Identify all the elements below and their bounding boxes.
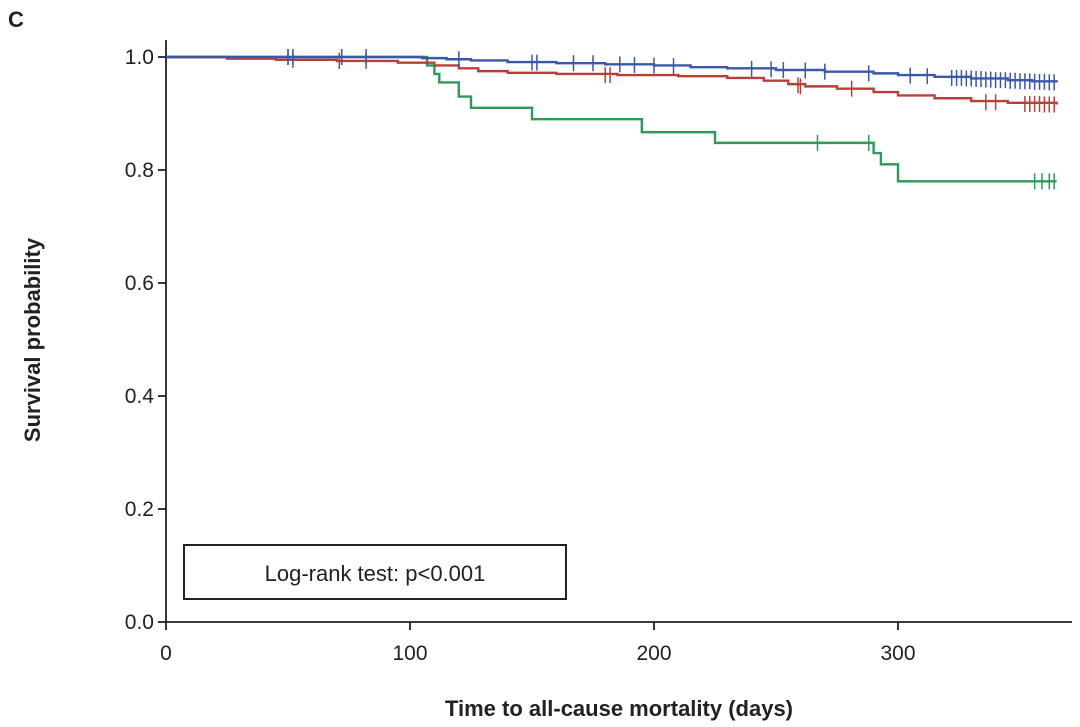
y-tick-label: 0.6 xyxy=(125,272,154,295)
y-tick-label: 0.0 xyxy=(125,611,154,634)
x-tick-label: 300 xyxy=(880,642,915,665)
x-axis-title: Time to all-cause mortality (days) xyxy=(445,696,793,721)
y-axis-title: Survival probability xyxy=(20,237,45,442)
y-tick-label: 0.8 xyxy=(125,159,154,182)
x-tick-label: 0 xyxy=(160,642,172,665)
axes xyxy=(165,40,1072,623)
x-tick-label: 200 xyxy=(636,642,671,665)
y-tick-label: 0.4 xyxy=(125,385,155,408)
km-curve-2 xyxy=(166,55,1058,105)
y-ticks: 0.0 0.2 0.4 0.6 0.8 1.0 xyxy=(125,46,166,634)
y-tick-label: 1.0 xyxy=(125,46,154,69)
km-series-2 xyxy=(166,51,1058,113)
series-layer xyxy=(166,49,1058,190)
panel-label: C xyxy=(8,7,24,32)
annotation-text: Log-rank test: p<0.001 xyxy=(265,561,486,586)
km-curve-3 xyxy=(166,55,1057,183)
annotation-box: Log-rank test: p<0.001 xyxy=(183,544,567,600)
annotation-frame xyxy=(183,544,567,600)
x-ticks: 0 100 200 300 xyxy=(160,622,916,665)
km-series-1 xyxy=(166,49,1058,91)
x-tick-label: 100 xyxy=(392,642,427,665)
y-tick-label: 0.2 xyxy=(125,498,154,521)
km-series-3 xyxy=(166,49,1057,190)
